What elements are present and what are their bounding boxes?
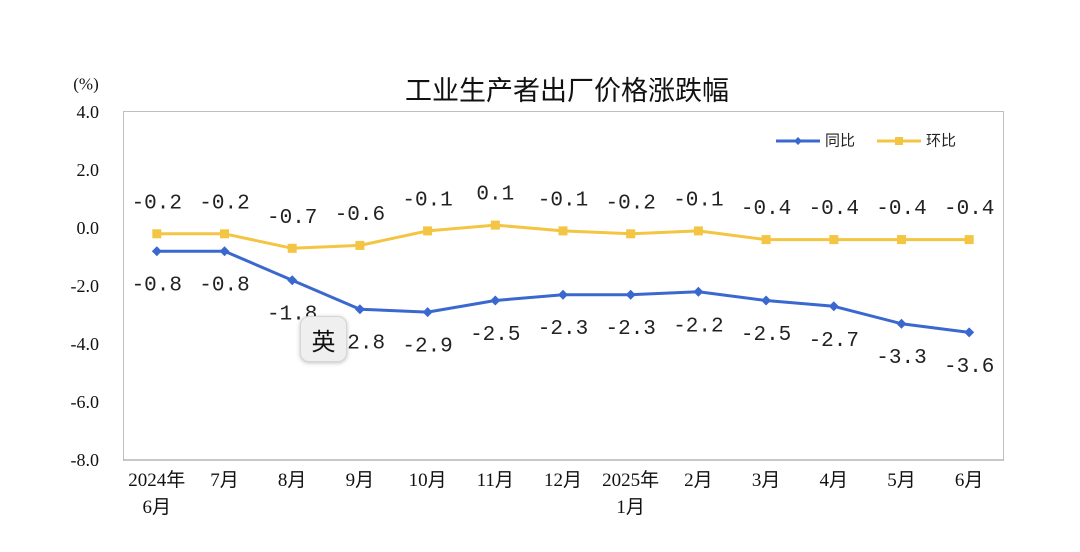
mom-data-label: -0.4 [876, 198, 926, 221]
mom-point [220, 229, 229, 239]
y-tick-label: -2.0 [71, 276, 100, 296]
mom-data-label: -0.4 [944, 198, 994, 221]
mom-data-label: -0.7 [267, 207, 317, 230]
chart-title: 工业生产者出厂价格涨跌幅 [405, 76, 729, 106]
mom-point [626, 229, 636, 239]
mom-data-label: -0.1 [402, 189, 452, 212]
series-layer [151, 220, 975, 338]
y-tick-label: 4.0 [77, 102, 100, 122]
yoy-point [693, 286, 704, 297]
mom-data-label: -0.2 [199, 192, 249, 215]
mom-data-label: -0.4 [741, 198, 791, 221]
yoy-point [964, 327, 975, 338]
yoy-data-label: -0.8 [132, 275, 182, 298]
yoy-point [896, 318, 907, 329]
mom-data-label: -0.4 [809, 198, 859, 221]
mom-data-label: -0.1 [538, 189, 588, 212]
yoy-data-label: -3.3 [876, 347, 926, 370]
input-method-label: 英 [311, 327, 336, 356]
mom-point [693, 226, 703, 236]
yoy-point [761, 295, 772, 306]
yoy-data-label: -2.2 [673, 315, 723, 338]
yoy-point [287, 275, 298, 286]
mom-point [152, 229, 162, 239]
mom-point [761, 235, 771, 245]
yoy-point [151, 246, 162, 257]
yoy-data-label: -2.3 [538, 318, 588, 341]
mom-point [829, 235, 839, 245]
legend: 同比 环比 [776, 133, 956, 150]
mom-data-label: -0.2 [132, 192, 182, 215]
yoy-point [422, 307, 433, 318]
mom-point [558, 226, 568, 236]
y-axis-unit-label: (%) [73, 75, 98, 94]
mom-legend-label: 环比 [926, 133, 956, 150]
mom-point [287, 243, 297, 253]
yoy-data-label: -2.5 [470, 324, 520, 347]
yoy-data-label: -2.3 [605, 318, 655, 341]
yoy-data-label: -2.8 [335, 333, 385, 356]
y-axis: 4.0 2.0 0.0 -2.0 -4.0 -6.0 -8.0 [71, 102, 100, 470]
mom-data-label: -0.2 [605, 192, 655, 215]
mom-point [355, 240, 365, 250]
mom-data-label: 0.1 [476, 184, 514, 207]
mom-data-label: -0.1 [673, 189, 723, 212]
yoy-point [558, 289, 568, 300]
yoy-legend-marker [794, 137, 802, 145]
plot-area [123, 111, 1004, 461]
mom-data-label: -0.6 [335, 204, 385, 227]
yoy-point [625, 289, 636, 300]
yoy-legend-label: 同比 [825, 133, 855, 150]
yoy-data-label: -2.9 [402, 336, 452, 359]
y-tick-label: -8.0 [71, 450, 100, 470]
input-method-indicator[interactable]: 英 [300, 316, 347, 362]
mom-point [423, 226, 433, 236]
yoy-point [219, 246, 230, 257]
yoy-point [354, 304, 365, 315]
mom-legend-marker [895, 137, 903, 145]
mom-point [964, 235, 974, 245]
yoy-data-label: -2.5 [741, 324, 791, 347]
yoy-data-label: -3.6 [944, 356, 994, 379]
yoy-data-label: -2.7 [809, 330, 859, 353]
y-tick-label: -6.0 [71, 392, 100, 412]
y-tick-label: 2.0 [77, 160, 100, 180]
y-tick-label: 0.0 [77, 218, 100, 238]
mom-point [897, 235, 906, 245]
y-tick-label: -4.0 [71, 334, 100, 354]
yoy-point [490, 295, 501, 306]
yoy-point [828, 301, 839, 312]
mom-point [490, 220, 500, 230]
data-labels: -0.8 -0.8-1.8-2.8 -2.9-2.5 -2.3 -2.3 -2.2 -2.5… [132, 184, 995, 379]
yoy-data-label: -0.8 [199, 275, 249, 298]
